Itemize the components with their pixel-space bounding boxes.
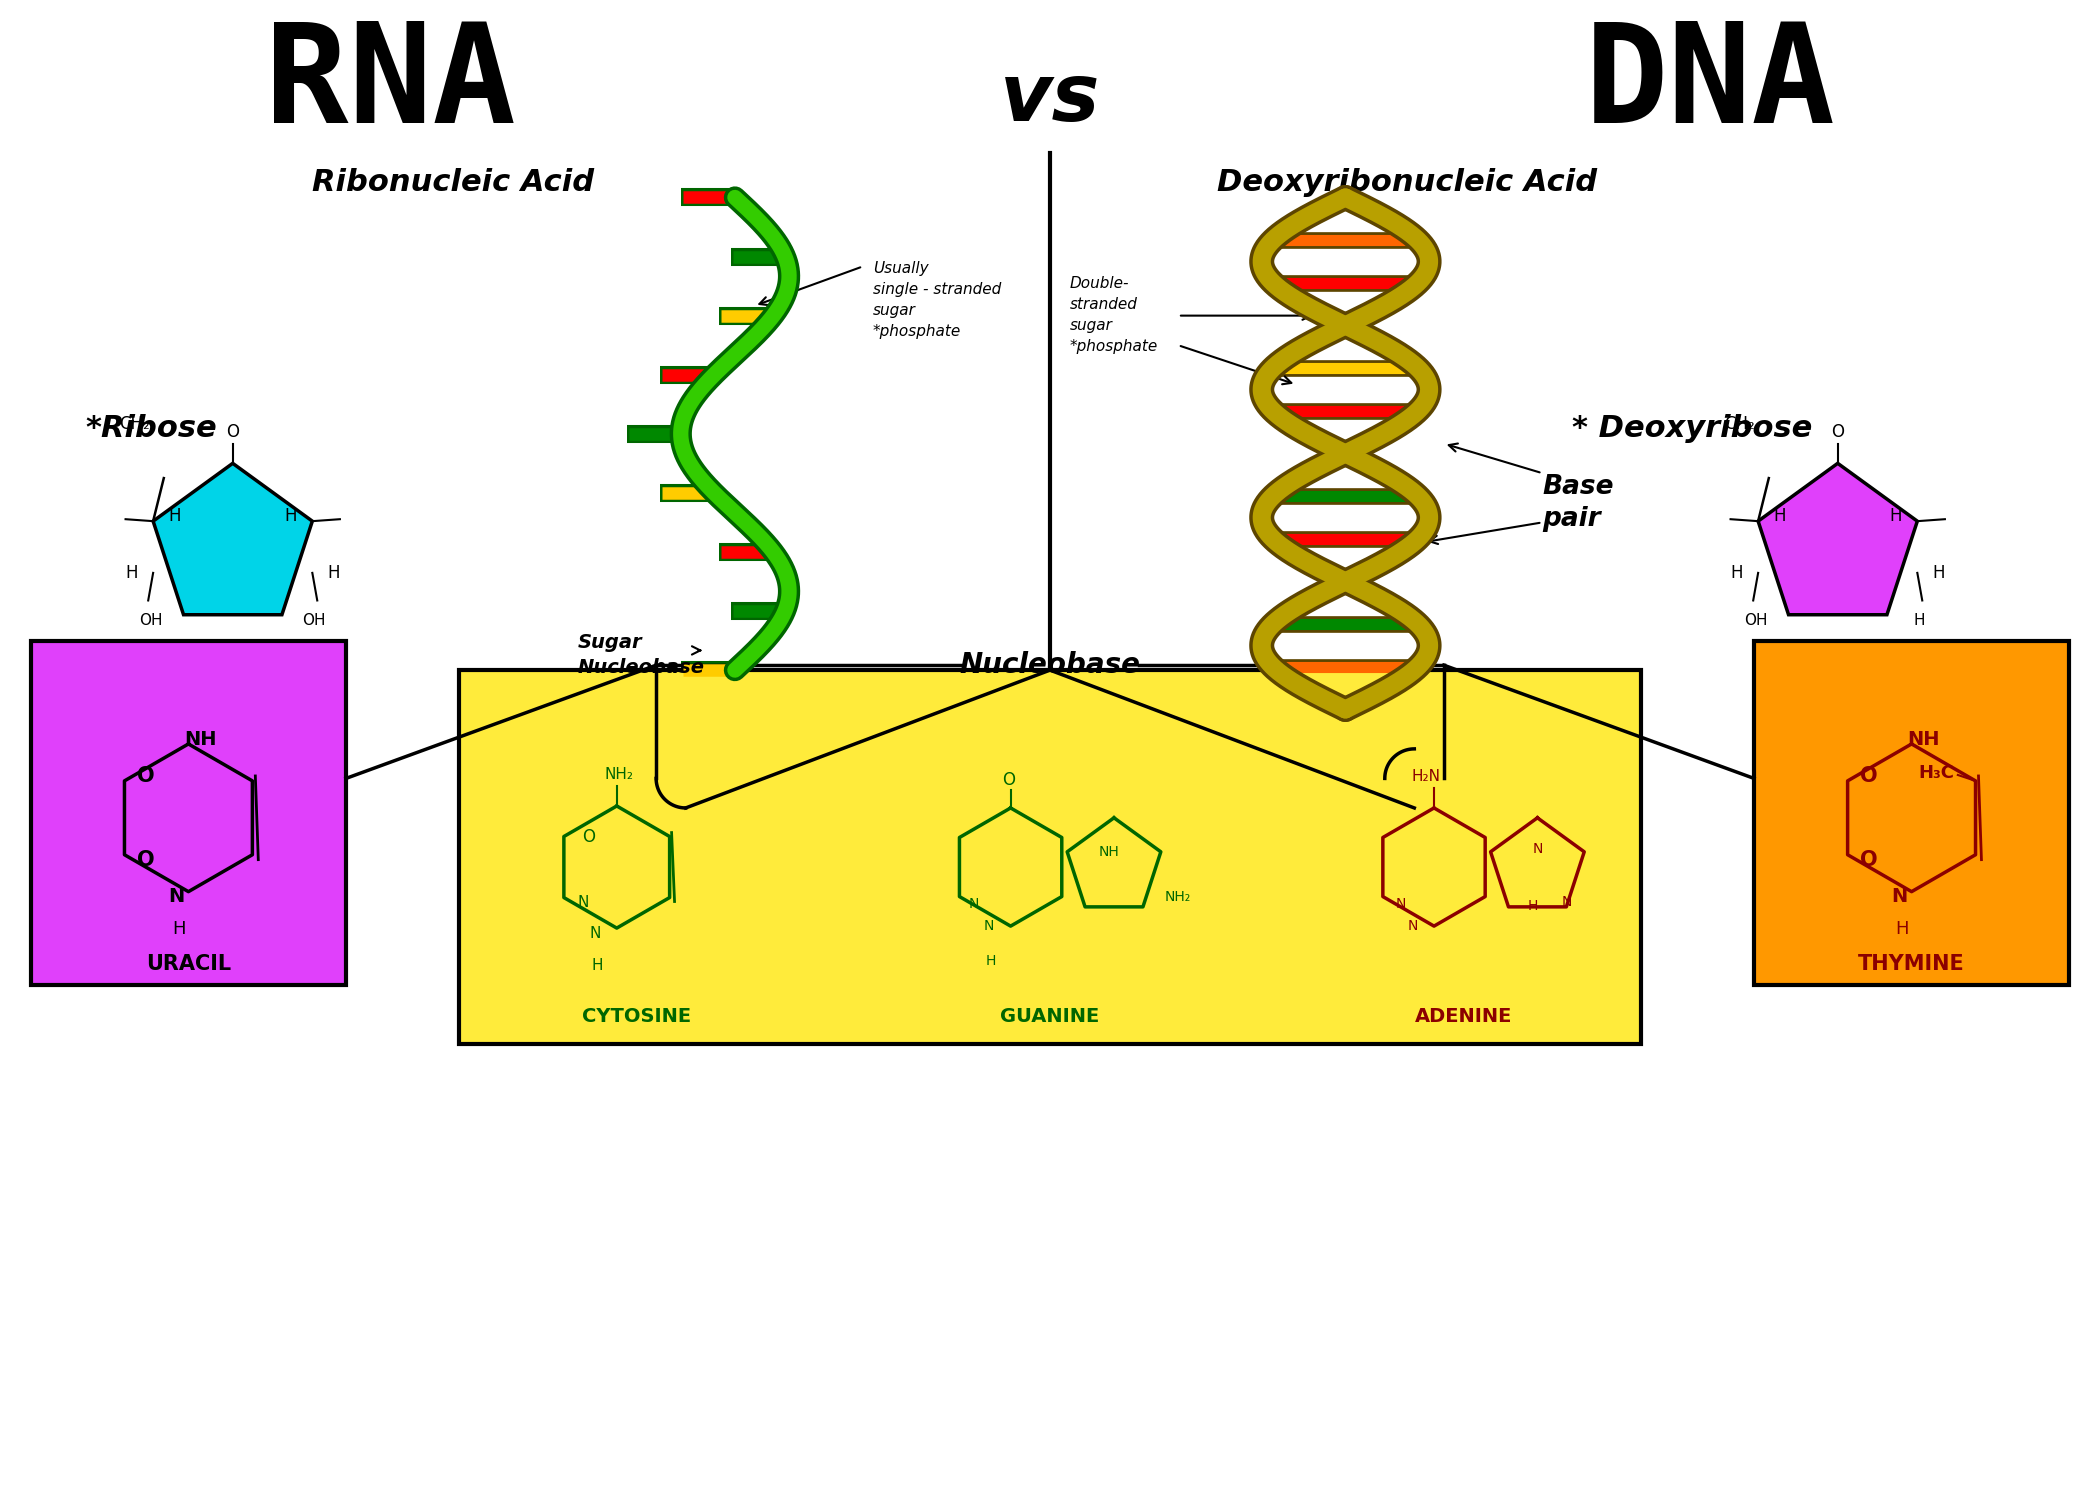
Text: vs: vs xyxy=(1000,60,1100,138)
Text: H: H xyxy=(284,507,296,525)
Text: N: N xyxy=(168,886,185,906)
Text: H: H xyxy=(1527,900,1537,914)
Text: Base
pair: Base pair xyxy=(1541,474,1613,531)
Text: N: N xyxy=(1892,886,1909,906)
Text: CH₂: CH₂ xyxy=(1724,416,1756,434)
Text: H: H xyxy=(1913,612,1926,627)
Text: GUANINE: GUANINE xyxy=(1000,1007,1100,1026)
Text: H: H xyxy=(172,920,185,938)
Text: H: H xyxy=(1890,507,1903,525)
Text: H: H xyxy=(126,564,139,582)
Text: H: H xyxy=(168,507,181,525)
Text: NH₂: NH₂ xyxy=(1166,890,1191,903)
Text: NH₂: NH₂ xyxy=(605,766,634,782)
Text: N: N xyxy=(968,897,979,912)
Text: THYMINE: THYMINE xyxy=(1858,954,1966,974)
Text: O: O xyxy=(136,766,155,786)
FancyBboxPatch shape xyxy=(32,640,347,986)
Text: RNA: RNA xyxy=(265,16,517,152)
Text: H: H xyxy=(1894,920,1909,938)
Text: * Deoxyribose: * Deoxyribose xyxy=(1573,414,1812,444)
Text: O: O xyxy=(136,849,155,870)
Text: O: O xyxy=(1861,849,1877,870)
Text: H₃C: H₃C xyxy=(1917,764,1955,782)
Text: H: H xyxy=(328,564,340,582)
Text: CYTOSINE: CYTOSINE xyxy=(582,1007,691,1026)
Text: DNA: DNA xyxy=(1583,16,1835,152)
Text: Ribonucleic Acid: Ribonucleic Acid xyxy=(311,168,594,196)
Text: N: N xyxy=(1394,897,1405,912)
Text: Sugar
Nucleobase: Sugar Nucleobase xyxy=(578,633,704,678)
Text: ADENINE: ADENINE xyxy=(1415,1007,1512,1026)
Text: H: H xyxy=(985,954,995,968)
Text: N: N xyxy=(578,896,590,910)
Text: N: N xyxy=(1562,894,1573,909)
Text: Usually
single - stranded
sugar
*phosphate: Usually single - stranded sugar *phospha… xyxy=(874,261,1002,339)
Text: N: N xyxy=(983,920,993,933)
Text: H₂N: H₂N xyxy=(1411,770,1441,784)
Text: N: N xyxy=(590,926,601,940)
Text: O: O xyxy=(1861,766,1877,786)
Text: NH: NH xyxy=(1907,729,1940,748)
Text: URACIL: URACIL xyxy=(145,954,231,974)
Text: H: H xyxy=(1932,564,1945,582)
Text: N: N xyxy=(1533,843,1544,856)
Polygon shape xyxy=(153,464,313,615)
Text: H: H xyxy=(592,958,603,974)
FancyBboxPatch shape xyxy=(1754,640,2068,986)
Text: Deoxyribonucleic Acid: Deoxyribonucleic Acid xyxy=(1218,168,1598,196)
Polygon shape xyxy=(1758,464,1917,615)
Text: OH: OH xyxy=(139,612,164,627)
Text: O: O xyxy=(582,828,594,846)
FancyBboxPatch shape xyxy=(460,670,1640,1044)
Text: H: H xyxy=(1730,564,1743,582)
Text: CH₂: CH₂ xyxy=(120,416,149,434)
Text: NH: NH xyxy=(185,729,216,748)
Text: OH: OH xyxy=(302,612,326,627)
Text: Nucleobase: Nucleobase xyxy=(960,651,1140,680)
Text: O: O xyxy=(227,423,239,441)
Text: O: O xyxy=(1002,771,1014,789)
Text: Double-
stranded
sugar
*phosphate: Double- stranded sugar *phosphate xyxy=(1069,276,1157,354)
Text: O: O xyxy=(1831,423,1844,441)
Text: H: H xyxy=(1774,507,1785,525)
Text: N: N xyxy=(1407,920,1418,933)
Text: NH: NH xyxy=(1098,846,1119,859)
Text: *Ribose: *Ribose xyxy=(84,414,216,444)
Text: OH: OH xyxy=(1745,612,1768,627)
